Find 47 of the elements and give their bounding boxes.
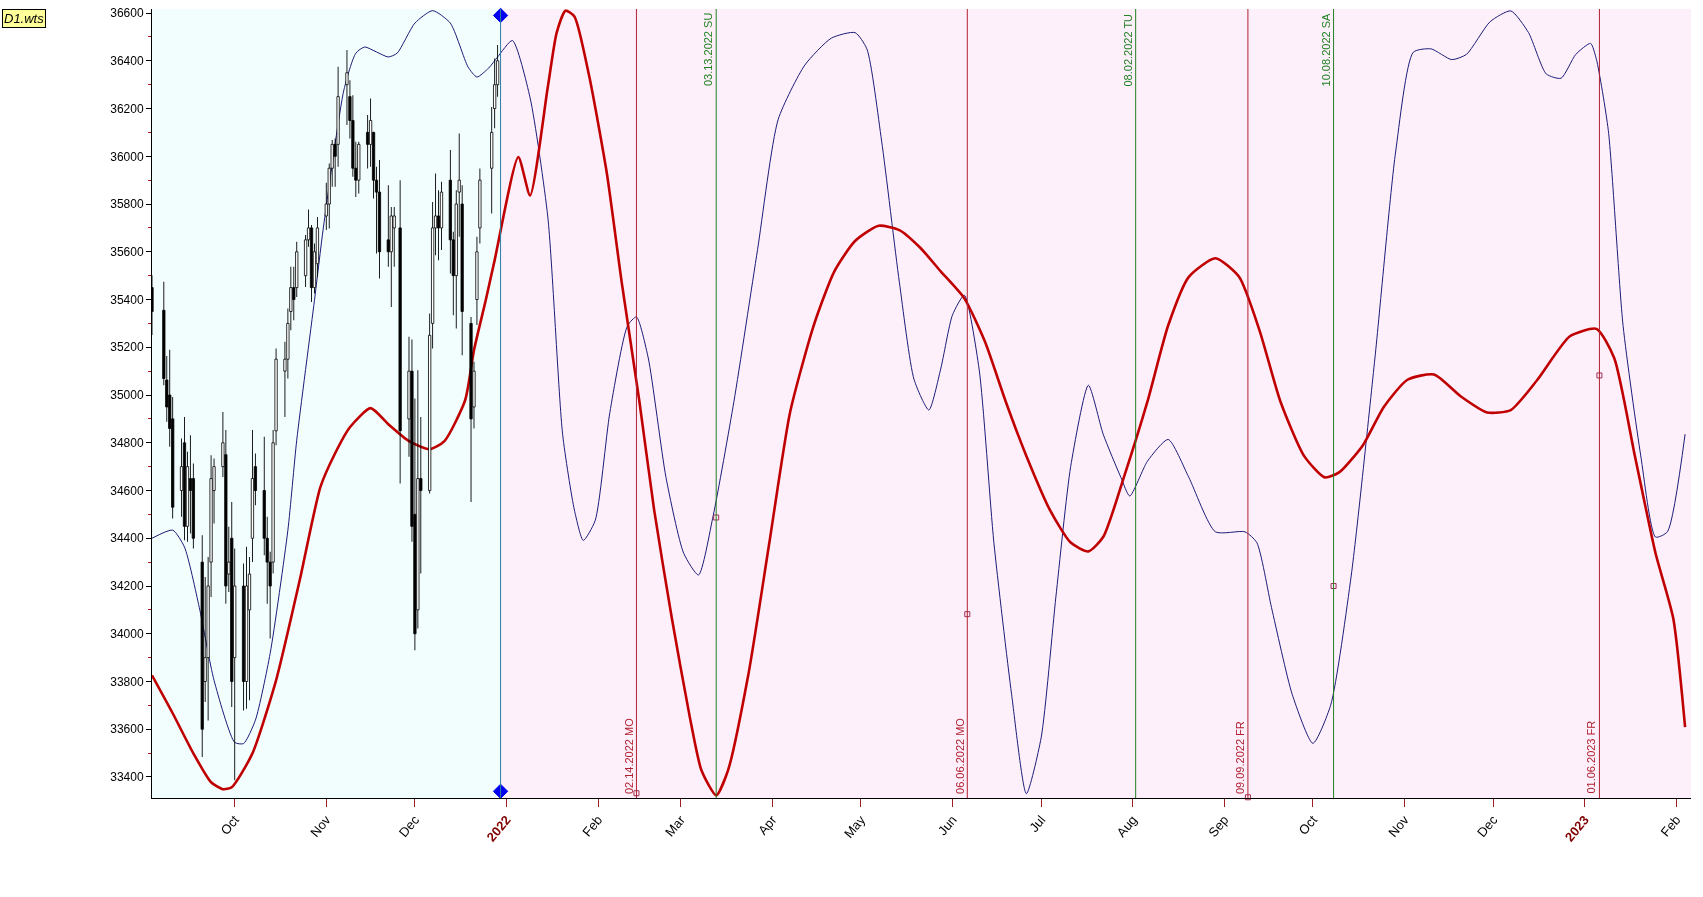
x-tick-label: Dec <box>395 812 423 840</box>
y-tick-label: 36400 <box>110 54 144 68</box>
y-tick-label: 36600 <box>110 6 144 21</box>
y-tick-label: 33600 <box>110 722 144 737</box>
y-tick-label: 34600 <box>110 483 144 498</box>
x-tick-label: Mar <box>662 812 689 840</box>
y-tick-label: 34400 <box>110 531 144 546</box>
ref-line-label: 06.06.2022 MO <box>953 717 966 794</box>
ref-line-label: 02.14.2022 MO <box>622 717 635 795</box>
point <box>633 790 640 797</box>
x-tick-label: Nov <box>307 812 334 840</box>
ref-line-label: 09.09.2022 FR <box>1233 721 1246 795</box>
x-tick-label: Oct <box>1295 812 1321 838</box>
x-tick-label: Sep <box>1205 812 1232 840</box>
ref-line-label: 08.02.2022 TU <box>1121 13 1134 87</box>
y-tick-label: 33800 <box>110 674 144 689</box>
y-tick-label: 35400 <box>110 292 144 307</box>
point <box>1330 583 1337 590</box>
ref-line-label: 10.08.2022 SA <box>1319 12 1332 87</box>
x-tick-label: Oct <box>217 812 243 838</box>
y-tick-label: 34000 <box>110 626 144 641</box>
x-tick-label: Dec <box>1474 812 1501 840</box>
y-tick-label: 35000 <box>110 388 144 403</box>
y-tick-label: 34200 <box>110 579 144 594</box>
y-tick-label: 34800 <box>110 435 144 450</box>
x-tick-label: Feb <box>579 812 606 840</box>
x-tick-label: Feb <box>1657 812 1684 840</box>
x-tick-label: May <box>840 812 869 842</box>
y-tick-label: 36200 <box>110 101 144 116</box>
text: D1.wts <box>4 11 45 26</box>
x-tick-label: Aug <box>1113 812 1140 840</box>
point <box>1244 794 1251 801</box>
x-tick-label: Jul <box>1026 812 1049 835</box>
candlestick <box>386 185 390 267</box>
y-tick-label: 35600 <box>110 244 144 259</box>
y-tick-label: 33400 <box>110 770 144 785</box>
x-tick-label: Jun <box>934 812 960 839</box>
y-tick-label: 35800 <box>110 197 144 212</box>
y-tick-label: 36000 <box>110 149 144 164</box>
point <box>964 611 971 618</box>
ref-line-label: 03.13.2022 SU <box>702 12 715 87</box>
point <box>1596 372 1603 379</box>
y-tick-label: 35200 <box>110 340 144 355</box>
point <box>713 514 720 521</box>
ref-line-label: 01.06.2023 FR <box>1585 720 1598 794</box>
x-tick-label: Apr <box>755 812 781 838</box>
x-tick-label: Nov <box>1385 812 1413 840</box>
